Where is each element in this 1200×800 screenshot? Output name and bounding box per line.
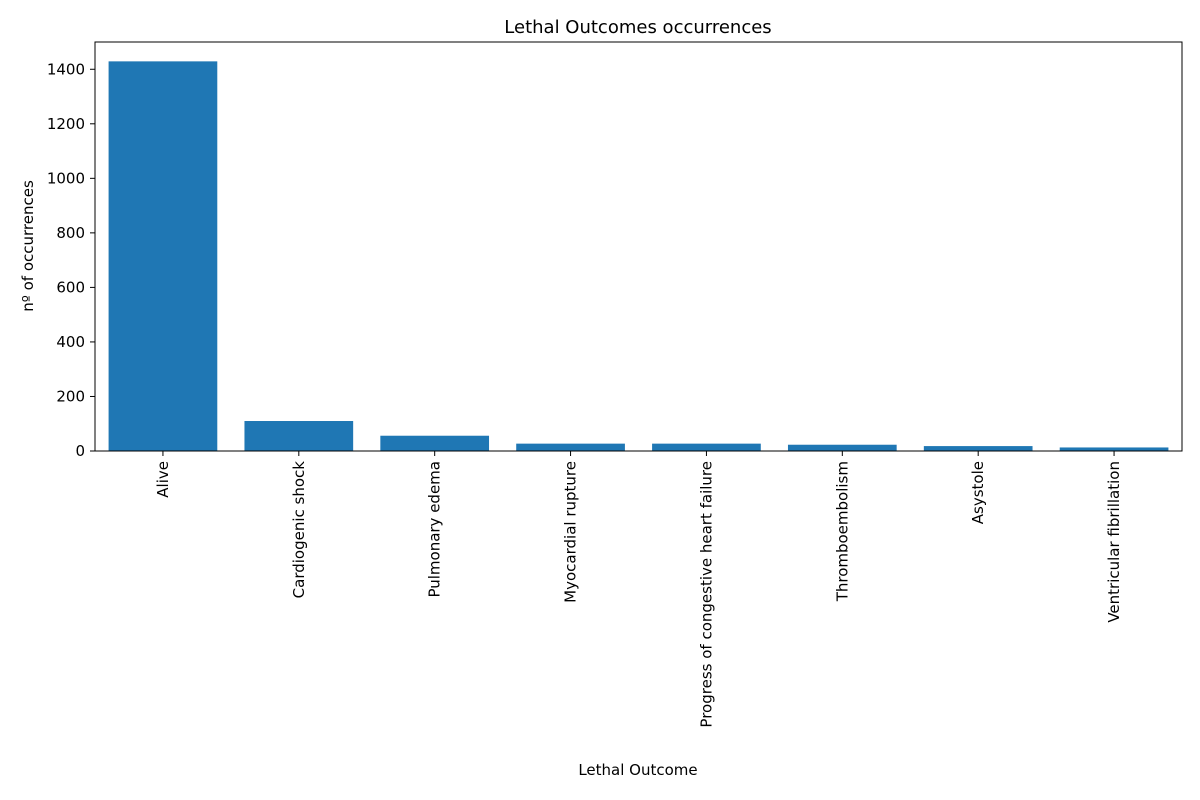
x-tick-label-5: Thromboembolism: [833, 461, 851, 602]
y-tick-label-2: 400: [56, 333, 85, 351]
bar-0: [108, 61, 218, 452]
axes-frame: [94, 41, 1183, 452]
x-tick-label-4: Progress of congestive heart failure: [697, 461, 715, 728]
chart-title: Lethal Outcomes occurrences: [504, 17, 771, 38]
bar-3: [516, 443, 625, 451]
bar-5: [787, 444, 897, 451]
x-tick-label-1: Cardiogenic shock: [290, 461, 308, 599]
bar-6: [923, 446, 1033, 451]
y-tick-label-0: 0: [75, 442, 85, 460]
y-tick-label-6: 1200: [47, 115, 85, 133]
x-tick-label-0: Alive: [154, 461, 172, 498]
bars-layer: [108, 61, 1169, 452]
bar-7: [1059, 447, 1169, 451]
y-axis-ticks: 0 200 400 600 800 1000 1200 1400: [47, 60, 95, 460]
x-tick-label-7: Ventricular fibrillation: [1105, 461, 1123, 623]
y-tick-label-7: 1400: [47, 60, 85, 78]
bar-1: [244, 421, 354, 451]
x-tick-label-3: Myocardial rupture: [562, 461, 580, 603]
x-axis-label: Lethal Outcome: [578, 761, 697, 779]
y-tick-label-3: 600: [56, 278, 85, 296]
x-axis-ticks: Alive Cardiogenic shock Pulmonary edema Myo…: [154, 451, 1123, 728]
x-tick-label-2: Pulmonary edema: [426, 461, 444, 598]
bar-4: [652, 443, 761, 451]
x-tick-label-6: Asystole: [969, 461, 987, 524]
y-tick-label-4: 800: [56, 224, 85, 242]
y-tick-label-5: 1000: [47, 169, 85, 187]
bar-2: [380, 435, 490, 451]
y-tick-label-1: 200: [56, 387, 85, 405]
y-axis-label: nº of occurrences: [19, 180, 37, 312]
